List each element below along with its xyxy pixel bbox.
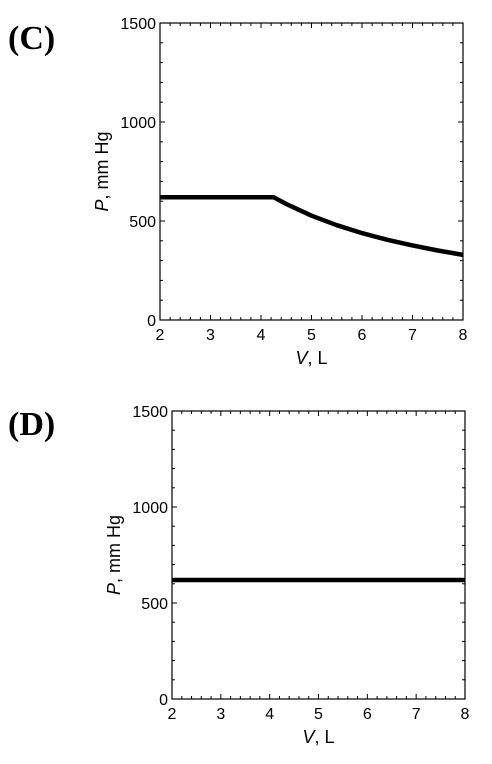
chart-d-x-tick-label: 2 [168,706,177,723]
chart-c-y-tick-label: 500 [129,214,156,231]
chart-d-y-axis-label: P, mm Hg [104,515,124,595]
chart-d-x-tick-label: 5 [314,706,323,723]
chart-d-x-axis-label: V, L [302,727,334,747]
chart-c-plot-frame [159,22,464,321]
chart-c-x-axis-label: V, L [295,348,327,368]
chart-d-y-tick-label: 0 [159,692,168,709]
chart-c-x-tick-label: 3 [206,327,215,344]
chart-d-x-tick-label: 4 [265,706,274,723]
panel-label-c: (C) [8,20,56,57]
chart-d-x-tick-label: 8 [461,706,470,723]
chart-c-x-tick-label: 7 [408,327,417,344]
chart-c-x-tick-label: 5 [307,327,316,344]
chart-d-y-tick-label: 500 [141,596,168,613]
chart-d-x-tick-label: 6 [363,706,372,723]
panel-label-d: (D) [8,406,56,443]
chart-c-x-tick-label: 8 [459,327,468,344]
chart-d-plot-frame [171,410,466,700]
chart-c-series-line-0 [160,194,464,258]
chart-c-y-tick-label: 1000 [120,115,156,132]
chart-c-y-tick-label: 1500 [120,16,156,33]
chart-d-x-tick-label: 3 [216,706,225,723]
chart-c-y-axis-label: P, mm Hg [92,131,112,211]
chart-c-x-tick-label: 4 [257,327,266,344]
chart-c-x-tick-label: 2 [156,327,165,344]
chart-d-y-tick-label: 1500 [132,404,168,421]
chart-c-x-tick-label: 6 [358,327,367,344]
chart-c-y-tick-label: 0 [147,313,156,330]
chart-d-y-tick-label: 1000 [132,500,168,517]
chart-d-x-tick-label: 7 [412,706,421,723]
